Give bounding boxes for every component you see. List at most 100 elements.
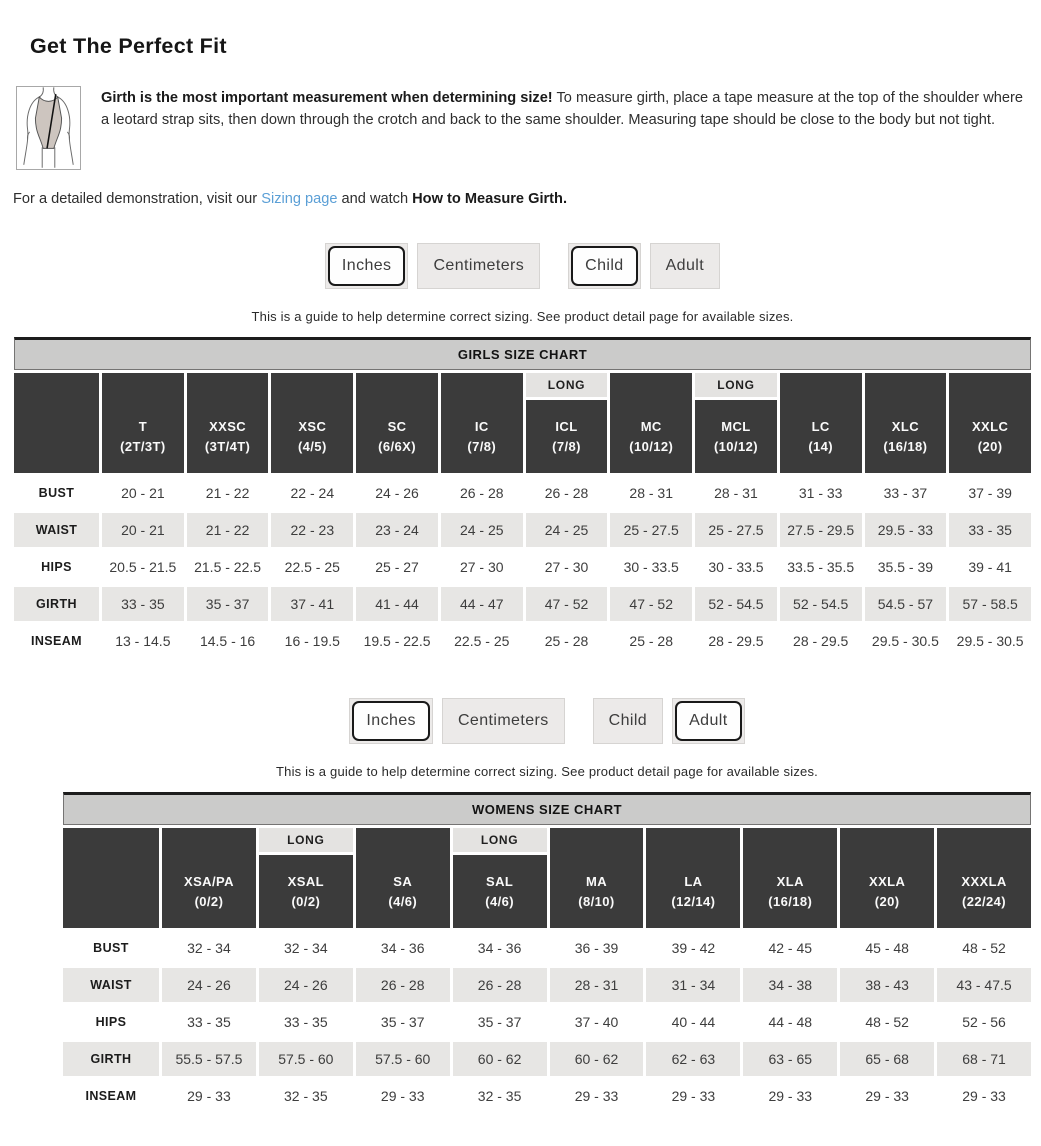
column-name: T [138, 419, 148, 434]
girth-paragraph: Girth is the most important measurement … [101, 87, 1025, 155]
size-value: 29 - 33 [768, 1088, 813, 1104]
long-badge: LONG [525, 373, 608, 397]
size-value: 65 - 68 [840, 1042, 935, 1076]
column-name: SAL [486, 874, 514, 889]
column-header-sal: LONG SAL (4/6) [452, 828, 547, 928]
womens-toggle-row: Inches Centimeters Child Adult [63, 698, 1031, 744]
size-value: 34 - 36 [380, 940, 425, 956]
column-size: (0/2) [194, 893, 224, 909]
size-value: 45 - 48 [865, 940, 909, 956]
size-value: 33 - 35 [949, 513, 1031, 547]
size-value: 28 - 29.5 [708, 633, 764, 649]
girls-age-toggle-adult[interactable]: Adult [649, 243, 721, 289]
size-value: 32 - 34 [284, 940, 328, 956]
size-value: 35 - 37 [477, 1014, 522, 1030]
girls-unit-toggle: Inches Centimeters [324, 243, 541, 289]
womens-unit-toggle-centimeters[interactable]: Centimeters [441, 698, 565, 744]
girls-age-toggle: Child Adult [568, 243, 721, 289]
column-header-sa: SA (4/6) [355, 828, 450, 928]
womens-unit-toggle-inches[interactable]: Inches [349, 698, 433, 744]
column-header-dark: LA (12/14) [646, 828, 741, 928]
size-value: 47 - 52 [610, 587, 693, 621]
column-header-lc: LC (14) [779, 373, 862, 473]
size-value: 54.5 - 57 [864, 587, 947, 621]
girls-age-toggle-child[interactable]: Child [568, 243, 641, 289]
row-label-girth: GIRTH [63, 1042, 159, 1076]
size-value: 62 - 63 [646, 1042, 741, 1076]
column-name: ICL [555, 419, 578, 434]
size-value: 44 - 47 [440, 587, 523, 621]
size-value: 31 - 33 [798, 485, 843, 501]
size-value: 52 - 56 [962, 1014, 1006, 1030]
toggle-label: Adult [675, 701, 742, 741]
size-value: 60 - 62 [452, 1042, 547, 1076]
long-badge: LONG [695, 373, 777, 397]
column-name: XLA [776, 874, 804, 889]
size-value: 25 - 27.5 [695, 513, 777, 547]
sizing-page-link[interactable]: Sizing page [261, 191, 338, 207]
column-name: SA [393, 874, 413, 889]
column-size: (2T/3T) [120, 438, 166, 454]
column-name: XXSC [209, 419, 247, 434]
column-size: (7/8) [552, 438, 581, 454]
size-value: 34 - 36 [477, 940, 522, 956]
size-value: 35.5 - 39 [877, 559, 934, 575]
column-header-ma: MA (8/10) [549, 828, 644, 928]
size-value: 22.5 - 25 [284, 559, 340, 575]
size-value: 20 - 21 [121, 485, 165, 501]
column-header-mc: MC (10/12) [610, 373, 693, 473]
size-value: 43 - 47.5 [937, 968, 1031, 1002]
girls-toggle-row: Inches Centimeters Child Adult [14, 243, 1031, 289]
column-header-dark: XSC (4/5) [271, 373, 354, 473]
column-header-xxxla: XXXLA (22/24) [937, 828, 1031, 928]
size-value: 28 - 31 [629, 485, 674, 501]
size-value: 26 - 28 [544, 485, 589, 501]
size-value: 29.5 - 33 [864, 513, 947, 547]
column-header-dark: LC (14) [779, 373, 862, 473]
chart-corner-cell [14, 373, 99, 473]
womens-age-toggle-child[interactable]: Child [592, 698, 664, 744]
column-header-dark: MC (10/12) [610, 373, 693, 473]
womens-age-toggle-adult[interactable]: Adult [672, 698, 745, 744]
girls-unit-toggle-centimeters[interactable]: Centimeters [417, 243, 541, 289]
column-header-sc: SC (6/6X) [356, 373, 438, 473]
size-value: 33 - 35 [187, 1014, 231, 1030]
column-name: IC [474, 419, 489, 434]
column-name: MA [585, 874, 607, 889]
column-header-t: T (2T/3T) [102, 373, 184, 473]
toggle-label: Centimeters [457, 712, 549, 729]
column-size: (7/8) [467, 438, 497, 454]
column-name: XXXLA [961, 874, 1007, 889]
womens-chart-grid: XSA/PA (0/2) LONG XSAL (0/2) SA (4/6) LONG SAL (4… [63, 828, 1031, 1113]
column-header-dark: MA (8/10) [549, 828, 644, 928]
size-value: 29 - 33 [574, 1088, 619, 1104]
column-header-dark: XXXLA (22/24) [937, 828, 1031, 928]
size-value: 39 - 41 [968, 559, 1012, 575]
size-value: 33.5 - 35.5 [787, 559, 855, 575]
column-header-dark: T (2T/3T) [102, 373, 184, 473]
row-label-bust: BUST [38, 486, 75, 500]
girls-sizing-note: This is a guide to help determine correc… [251, 309, 794, 324]
chart-corner-fill [14, 373, 99, 473]
size-value: 55.5 - 57.5 [162, 1042, 256, 1076]
chart-corner-fill [63, 828, 159, 928]
column-size: (4/6) [485, 893, 514, 909]
womens-unit-toggle: Inches Centimeters [349, 698, 565, 744]
column-size: (4/6) [388, 893, 418, 909]
column-name: XSC [298, 419, 327, 434]
girls-unit-toggle-inches[interactable]: Inches [324, 243, 409, 289]
column-header-mcl: LONG MCL (10/12) [695, 373, 777, 473]
column-header-dark: XXLC (20) [949, 373, 1031, 473]
size-value: 57.5 - 60 [355, 1042, 450, 1076]
row-label-inseam: INSEAM [85, 1089, 137, 1103]
column-header-icl: LONG ICL (7/8) [525, 373, 608, 473]
column-header-xla: XLA (16/18) [743, 828, 838, 928]
column-size: (20) [977, 438, 1003, 454]
column-size: (16/18) [883, 438, 928, 454]
column-header-dark: SA (4/6) [355, 828, 450, 928]
size-value: 38 - 43 [840, 968, 935, 1002]
column-header-dark: MCL (10/12) [695, 400, 777, 473]
womens-section: Inches Centimeters Child Adult This is a… [63, 698, 1031, 1113]
girls-chart-grid: T (2T/3T) XXSC (3T/4T) XSC (4/5) SC (6/6X) IC (7/… [14, 373, 1031, 658]
size-value: 29.5 - 30.5 [956, 633, 1024, 649]
